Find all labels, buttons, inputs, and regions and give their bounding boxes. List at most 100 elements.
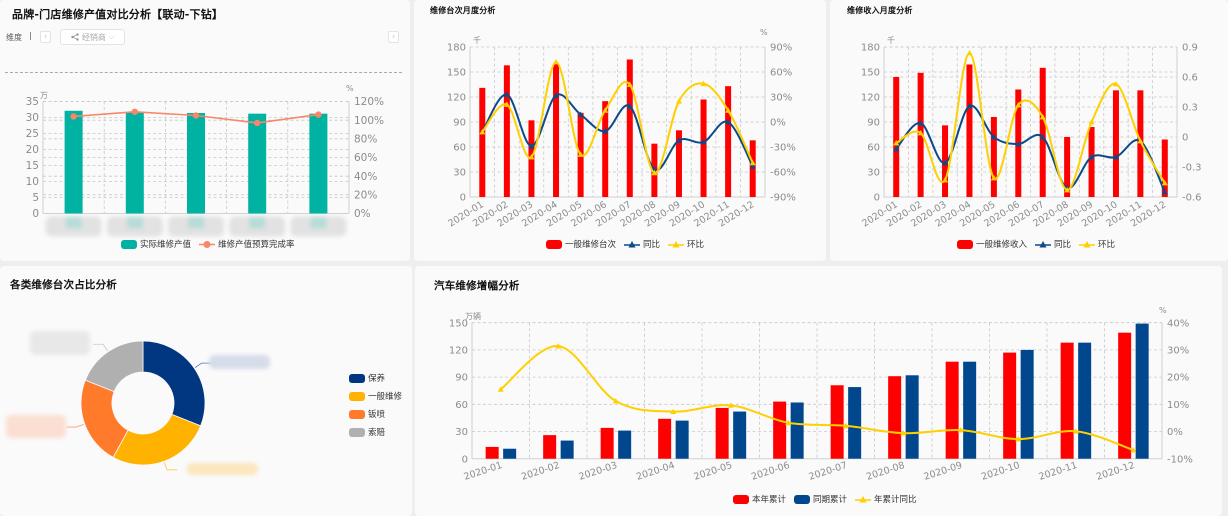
bar[interactable] [125,112,144,214]
legend-item-yoy[interactable]: 同比 [1035,238,1071,250]
data-point [1161,189,1168,195]
donut-slice[interactable] [84,340,144,393]
y-tick-label: 0 [460,193,466,204]
bar [600,427,614,459]
bar [749,140,756,197]
y-unit-label: 万 [40,91,48,100]
y-axis-left: 0 30 60 90 120 150 180 [861,43,880,204]
chart-legend: 一般维修台次 同比 环比 [546,238,704,250]
y2-tick-label: 80% [354,133,377,145]
toolbar-separator: | [29,31,32,40]
donut-slice[interactable] [142,340,206,427]
bar [990,117,997,197]
x-tick-label: 2020-01 [463,460,504,483]
bar [888,376,902,459]
x-label-blurred [168,216,224,237]
donut-chart [6,331,270,475]
data-point [1064,187,1071,193]
next-button[interactable]: › [388,31,399,43]
data-point [900,430,907,436]
y-unit-label: 千 [473,35,481,45]
y2-tick-label: 60% [770,68,792,79]
y-tick-label: 180 [861,43,880,54]
legend-item-ytd-yoy[interactable]: 年累计同比 [855,493,917,505]
data-point [1072,428,1079,434]
data-point [1015,436,1022,442]
x-tick-label: 2020-10 [980,460,1021,483]
bar-line-chart: 0 30 60 90 120 150 -10% 0% 10% 20% 30% 40% 万辆% 2020-0… [449,306,1193,483]
legend-item-budget-rate[interactable]: 维修产值预算完成率 [199,238,295,250]
data-point [670,408,677,415]
legend-label: 同比 [643,240,661,250]
blurred-text [65,216,82,229]
data-point [917,130,924,136]
legend-item-mom[interactable]: 环比 [1079,238,1115,250]
y2-tick-label: 90% [770,43,792,54]
legend-item-bodywork-paint[interactable]: 钣喷 [349,408,385,420]
data-point [131,108,138,115]
y2-tick-label: -90% [770,193,796,204]
label-leader-line [163,462,178,471]
x-label-blurred [106,216,163,237]
legend-item-ytd[interactable]: 本年累计 [733,493,786,505]
dimension-label: 维度 [6,33,22,42]
y2-unit-label: % [760,28,768,37]
legend-item-warranty-claim[interactable]: 索赔 [349,426,385,438]
panel-category-share: 各类维修台次占比分析 保养 一般维修 钣喷 索赔 [0,266,412,516]
bar [790,402,804,459]
bar[interactable] [309,113,328,214]
y-tick-label: 150 [449,318,468,329]
donut-slices [80,340,206,466]
data-point [626,81,633,87]
y-tick-label: 5 [32,192,39,204]
data-point [70,113,77,120]
panel-growth-analysis: 汽车维修增幅分析 0 30 60 90 120 150 -10% 0% 10% 20% 30% 40%… [415,266,1222,516]
line-series [479,59,756,176]
x-tick-label: 2020-12 [1095,460,1136,483]
bar [963,361,977,459]
data-point [966,50,973,56]
dimension-dropdown[interactable]: 经销商 ⌵ [60,29,125,45]
bar-line-chart: 0 30 60 90 120 150 180 -90% -60% -30% 0% 30% 60% 90% 千… [446,28,796,230]
legend-label: 环比 [687,240,705,250]
legend-item-actual-output[interactable]: 实际维修产值 [121,238,191,250]
y-axis-right: -10% 0% 10% 20% 30% 40% [1167,318,1193,465]
data-point [990,175,997,181]
bar-series [503,323,1149,459]
chart-legend: 实际维修产值 维修产值预算完成率 [121,238,295,250]
data-point [254,119,261,127]
prev-button[interactable]: ‹ [40,31,51,43]
legend-item-repair-revenue[interactable]: 一般维修收入 [957,238,1027,250]
legend-item-repair-count[interactable]: 一般维修台次 [546,238,616,250]
y-tick-label: 0 [32,208,39,220]
y-tick-label: 180 [447,43,466,54]
x-tick-label: 2020-08 [865,460,906,483]
blurred-text [249,216,266,229]
y-tick-label: 0 [462,454,468,465]
slice-label-blurred [209,355,270,369]
y-tick-label: 90 [453,118,466,129]
bar [945,361,959,459]
bar [479,87,486,197]
legend-item-maintenance[interactable]: 保养 [349,372,385,384]
donut-slice[interactable] [112,413,202,466]
x-tick-label: 2020-07 [808,460,849,483]
data-point [1015,141,1022,147]
y2-tick-label: 0.9 [1182,43,1198,54]
legend-label: 环比 [1098,240,1116,250]
bar [560,440,574,459]
data-point [893,146,900,152]
bar[interactable] [187,113,205,214]
legend-item-mom[interactable]: 环比 [668,238,704,250]
legend-item-yoy[interactable]: 同比 [624,238,660,250]
y-axis-right: 0% 20% 40% 60% 80% 100% 120% [354,96,384,220]
bar[interactable] [248,113,267,214]
bar[interactable] [64,110,83,214]
data-point [503,101,510,107]
legend-swatch [733,494,749,504]
legend-item-prior-ytd[interactable]: 同期累计 [794,493,847,505]
bar [1135,323,1149,459]
legend-item-general-repair[interactable]: 一般维修 [349,390,402,402]
bar [725,86,732,197]
line-triangle-marker-icon [1035,240,1052,247]
